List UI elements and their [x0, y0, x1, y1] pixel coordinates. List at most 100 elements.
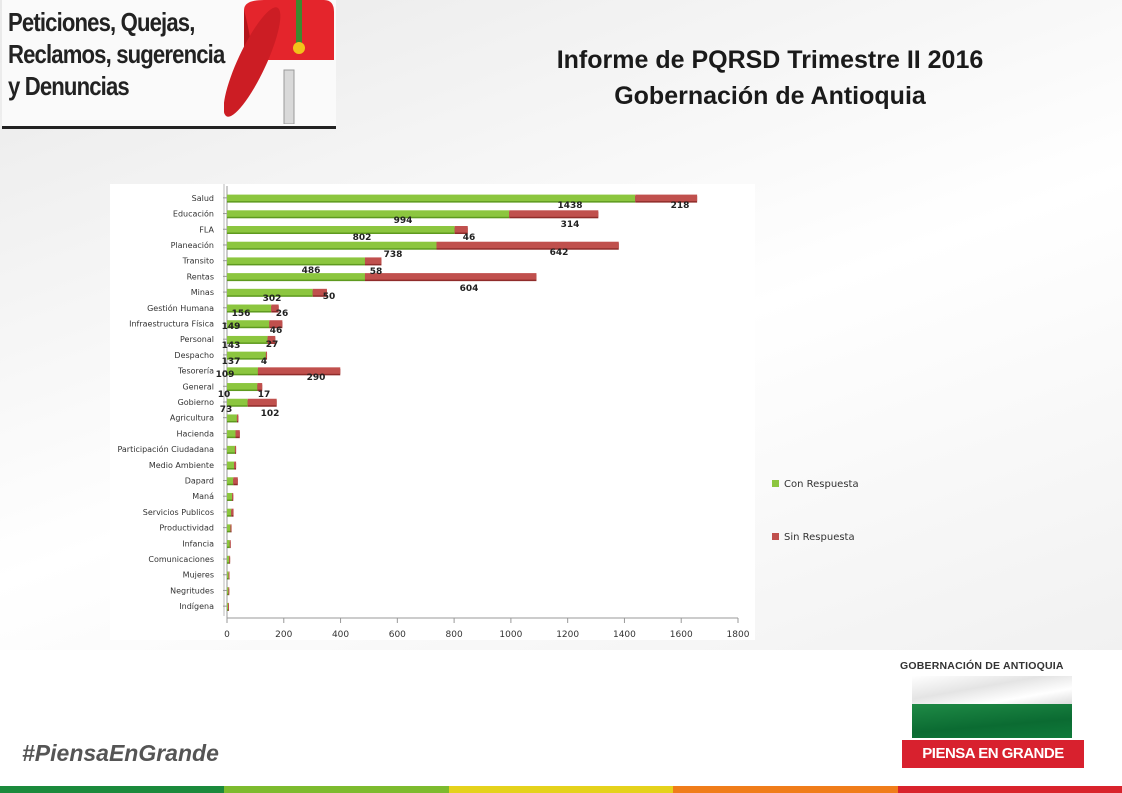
bar-con-respuesta — [227, 210, 510, 217]
bar-con-respuesta — [227, 226, 455, 233]
y-category-label: Negritudes — [170, 586, 214, 595]
pqrsd-logo: Peticiones, Quejas, Reclamos, sugerencia… — [2, 0, 336, 129]
x-tick-label: 600 — [389, 630, 406, 640]
mailbox-icon — [224, 0, 334, 124]
data-label: 73 — [220, 405, 233, 415]
y-category-label: Planeación — [171, 240, 214, 250]
footer-color-segment — [448, 786, 674, 793]
legend-label: Con Respuesta — [784, 479, 859, 490]
bar-con-respuesta — [227, 288, 313, 296]
y-category-label: Gobierno — [178, 398, 215, 407]
data-label: 156 — [232, 309, 251, 319]
hashtag: #PiensaEnGrande — [22, 740, 219, 766]
data-label: 17 — [258, 390, 271, 400]
data-label: 109 — [216, 370, 235, 380]
bar-sin-respuesta — [454, 226, 468, 233]
bar-sin-respuesta — [257, 383, 263, 390]
bar-sin-respuesta — [635, 194, 698, 202]
data-label: 290 — [307, 373, 326, 383]
gov-slogan: PIENSA EN GRANDE — [902, 740, 1084, 768]
gov-name: GOBERNACIÓN DE ANTIOQUIA — [900, 660, 1064, 672]
bar-con-respuesta — [227, 194, 636, 202]
bar-sin-respuesta — [436, 241, 619, 249]
data-label: 1438 — [557, 201, 582, 211]
y-category-label: Productividad — [159, 524, 214, 533]
x-tick-label: 1600 — [670, 630, 693, 640]
y-category-label: Infraestructura Física — [129, 319, 214, 328]
y-category-label: Salud — [192, 194, 214, 203]
data-label: 27 — [266, 340, 279, 350]
y-category-label: Hacienda — [176, 429, 214, 438]
y-category-label: FLA — [199, 225, 214, 234]
y-category-label: Participación Ciudadana — [117, 444, 214, 454]
flag-white-stripe — [912, 676, 1072, 706]
y-category-label: Infancia — [182, 539, 214, 548]
footer-color-segment — [224, 786, 449, 793]
bar-sin-respuesta — [267, 335, 276, 343]
bar-con-respuesta — [227, 367, 258, 374]
data-label: 302 — [263, 294, 282, 304]
footer-color-bar — [0, 786, 1122, 793]
bar-con-respuesta — [227, 571, 229, 578]
report-title-line-1: Informe de PQRSD Trimestre II 2016 — [556, 46, 984, 74]
bar-sin-respuesta — [364, 257, 382, 264]
bar-con-respuesta — [227, 492, 233, 500]
data-label: 314 — [561, 220, 580, 230]
footer-color-segment — [0, 786, 225, 793]
x-tick-label: 200 — [275, 630, 292, 640]
flag-green-stripe — [912, 704, 1072, 738]
y-category-label: Mujeres — [183, 571, 214, 580]
data-label: 10 — [218, 390, 231, 400]
bar-sin-respuesta — [233, 477, 238, 484]
bar-sin-respuesta — [265, 351, 268, 359]
bar-sin-respuesta — [229, 540, 231, 547]
bar-con-respuesta — [227, 273, 365, 280]
data-label: 994 — [394, 216, 413, 226]
bar-sin-respuesta — [509, 210, 599, 217]
legend-swatch — [772, 533, 779, 540]
data-label: 58 — [370, 267, 383, 277]
bar-con-respuesta — [227, 335, 268, 343]
data-label: 802 — [353, 233, 372, 243]
y-category-label: Dapard — [185, 477, 214, 486]
x-tick-label: 1800 — [727, 630, 750, 640]
y-category-label: Rentas — [187, 272, 214, 281]
bar-con-respuesta — [227, 430, 236, 437]
bar-con-respuesta — [227, 351, 266, 359]
legend-swatch — [772, 480, 779, 487]
x-tick-label: 1000 — [499, 630, 522, 640]
bar-sin-respuesta — [234, 461, 237, 469]
x-tick-label: 0 — [224, 630, 230, 640]
bar-sin-respuesta — [228, 602, 229, 610]
logo-line-1: Peticiones, Quejas, — [8, 7, 195, 37]
bar-sin-respuesta — [271, 304, 279, 312]
y-category-label: General — [182, 382, 214, 391]
report-title: Informe de PQRSD Trimestre II 2016 Gober… — [480, 42, 1060, 114]
x-tick-label: 800 — [446, 630, 463, 640]
data-label: 102 — [261, 409, 280, 419]
x-tick-label: 1200 — [556, 630, 579, 640]
y-category-label: Transito — [182, 257, 215, 266]
bar-sin-respuesta — [229, 555, 231, 563]
bar-sin-respuesta — [312, 288, 327, 296]
bar-con-respuesta — [227, 304, 272, 312]
gobernacion-logo: GOBERNACIÓN DE ANTIOQUIA PIENSA EN GRAND… — [900, 656, 1090, 774]
bar-sin-respuesta — [232, 492, 234, 500]
data-label: 604 — [460, 284, 479, 294]
bar-con-respuesta — [227, 508, 232, 516]
bar-con-respuesta — [227, 477, 234, 484]
bar-sin-respuesta — [247, 398, 277, 406]
bar-con-respuesta — [227, 241, 437, 249]
bar-con-respuesta — [227, 587, 229, 594]
bar-sin-respuesta — [228, 571, 230, 578]
data-label: 738 — [384, 250, 403, 260]
data-label: 486 — [302, 266, 321, 276]
data-label: 46 — [270, 326, 283, 336]
x-tick-label: 1400 — [613, 630, 636, 640]
bar-sin-respuesta — [234, 445, 237, 453]
pqrsd-bar-chart: 0 200 400 600 800 1000 1200 1400 1600 1800 Salud Ed… — [117, 184, 859, 640]
bar-sin-respuesta — [364, 273, 537, 280]
legend-label: Sin Respuesta — [784, 532, 855, 543]
y-category-label: Medio Ambiente — [149, 461, 214, 470]
y-category-label: Gestión Humana — [147, 303, 214, 313]
